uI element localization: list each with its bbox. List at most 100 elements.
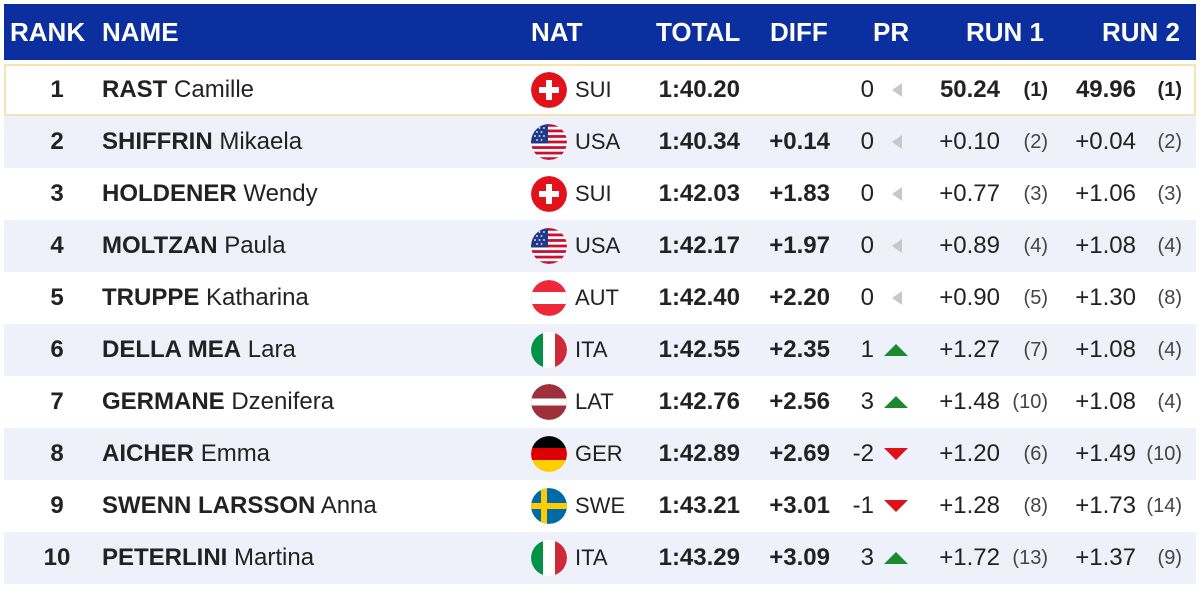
run1-rank: (10) (1012, 391, 1048, 413)
run1-time: +1.27 (939, 336, 1000, 363)
nation-code: USA (575, 129, 621, 154)
total-column-header[interactable]: TOTAL (656, 17, 741, 47)
run2-rank: (4) (1157, 339, 1182, 361)
rank-cell: 2 (50, 128, 64, 155)
athlete-first-name: Emma (200, 440, 271, 467)
run1-rank: (5) (1023, 287, 1048, 309)
trend-same-icon (882, 185, 910, 203)
position-change: 3 (860, 544, 874, 571)
position-change: -2 (852, 440, 874, 467)
run1-rank: (8) (1023, 495, 1048, 517)
table-row[interactable]: 6 DELLA MEA Lara ITA 1:42.55 +2.35 1 +1.27 (7) +… (4, 324, 1196, 376)
table-row[interactable]: 9 SWENN LARSSON Anna SWE 1:43.21 +3.01 -1 +1.2… (4, 480, 1196, 532)
run1-time: +0.10 (939, 128, 1000, 155)
run2-column-header[interactable]: RUN 2 (1102, 17, 1181, 47)
athlete-last-name: TRUPPE (102, 284, 200, 311)
run1-rank: (2) (1023, 131, 1048, 153)
athlete-name[interactable]: SHIFFRIN Mikaela (102, 116, 302, 168)
trend-same-icon (882, 289, 910, 307)
athlete-first-name: Paula (224, 232, 286, 259)
rank-cell: 3 (50, 180, 64, 207)
athlete-name[interactable]: AICHER Emma (102, 428, 270, 480)
run2-rank: (9) (1157, 547, 1182, 569)
athlete-name[interactable]: SWENN LARSSON Anna (102, 480, 377, 532)
ita-flag-icon (531, 332, 567, 368)
position-change: 1 (860, 336, 874, 363)
table-row[interactable]: 7 GERMANE Dzenifera LAT 1:42.76 +2.56 3 +1.48 (… (4, 376, 1196, 428)
run2-rank: (14) (1146, 495, 1182, 517)
athlete-last-name: SWENN LARSSON (102, 492, 316, 519)
position-change: 0 (860, 232, 874, 259)
diff-column-header[interactable]: DIFF (770, 17, 828, 47)
position-change: 0 (860, 284, 874, 311)
table-row[interactable]: 4 MOLTZAN Paula USA 1:42.17 +1.97 0 +0.89 (4) +1… (4, 220, 1196, 272)
table-header: RANK NAME NAT TOTAL DIFF PR RUN 1 RUN 2 (4, 4, 1196, 60)
aut-flag-icon (531, 280, 567, 316)
athlete-name[interactable]: HOLDENER Wendy (102, 168, 318, 220)
athlete-first-name: Wendy (243, 180, 318, 207)
diff-time: +2.20 (769, 284, 830, 311)
run2-rank: (4) (1157, 391, 1182, 413)
total-time: 1:40.20 (658, 76, 740, 103)
athlete-name[interactable]: DELLA MEA Lara (102, 324, 296, 376)
rank-cell: 10 (43, 544, 71, 571)
diff-time: +2.56 (769, 388, 830, 415)
ger-flag-icon (531, 436, 567, 472)
athlete-name[interactable]: RAST Camille (102, 64, 254, 116)
nation-code: ITA (575, 337, 608, 362)
position-change: -1 (852, 492, 874, 519)
run2-rank: (10) (1146, 443, 1182, 465)
rank-cell: 5 (50, 284, 64, 311)
run1-time: +1.48 (939, 388, 1000, 415)
run1-rank: (4) (1023, 235, 1048, 257)
rank-column-header[interactable]: RANK (10, 17, 86, 47)
table-row[interactable]: 1 RAST Camille SUI 1:40.20 0 50.24 (1) 49.96 (1) (4, 64, 1196, 116)
nation-code: ITA (575, 545, 608, 570)
lat-flag-icon (531, 384, 567, 420)
run1-time: +0.77 (939, 180, 1000, 207)
run1-column-header[interactable]: RUN 1 (966, 17, 1045, 47)
rank-cell: 6 (50, 336, 64, 363)
swe-flag-icon (531, 488, 567, 524)
nation-code: USA (575, 233, 621, 258)
athlete-last-name: DELLA MEA (102, 336, 242, 363)
total-time: 1:42.17 (658, 232, 740, 259)
run2-time: +0.04 (1075, 128, 1136, 155)
athlete-first-name: Martina (234, 544, 315, 571)
run1-time: +1.28 (939, 492, 1000, 519)
table-row[interactable]: 10 PETERLINI Martina ITA 1:43.29 +3.09 3 +1.72… (4, 532, 1196, 584)
table-row[interactable]: 3 HOLDENER Wendy SUI 1:42.03 +1.83 0 +0.77 (3) +… (4, 168, 1196, 220)
total-time: 1:42.40 (658, 284, 740, 311)
run1-time: +0.89 (939, 232, 1000, 259)
athlete-first-name: Camille (174, 76, 255, 103)
run2-time: +1.08 (1075, 336, 1136, 363)
run1-time: +1.20 (939, 440, 1000, 467)
rank-cell: 4 (50, 232, 64, 259)
trend-up-icon (882, 549, 910, 567)
table-row[interactable]: 8 AICHER Emma GER 1:42.89 +2.69 -2 +1.20 (6) +1.… (4, 428, 1196, 480)
sui-flag-icon (531, 72, 567, 108)
table-row[interactable]: 2 SHIFFRIN Mikaela USA 1:40.34 +0.14 0 +0.10 (2… (4, 116, 1196, 168)
diff-time: +1.83 (769, 180, 830, 207)
run1-rank: (6) (1023, 443, 1048, 465)
athlete-last-name: SHIFFRIN (102, 128, 213, 155)
athlete-first-name: Katharina (206, 284, 309, 311)
athlete-last-name: GERMANE (102, 388, 225, 415)
run2-rank: (4) (1157, 235, 1182, 257)
pr-column-header[interactable]: PR (873, 17, 910, 47)
table-row[interactable]: 5 TRUPPE Katharina AUT 1:42.40 +2.20 0 +0.90 (5… (4, 272, 1196, 324)
run1-rank: (1) (1023, 79, 1048, 101)
name-column-header[interactable]: NAME (102, 17, 179, 47)
athlete-name[interactable]: TRUPPE Katharina (102, 272, 309, 324)
athlete-last-name: MOLTZAN (102, 232, 218, 259)
trend-same-icon (882, 81, 910, 99)
position-change: 0 (860, 128, 874, 155)
run2-time: +1.49 (1075, 440, 1136, 467)
nat-column-header[interactable]: NAT (531, 17, 583, 47)
diff-time: +0.14 (769, 128, 830, 155)
total-time: 1:43.21 (658, 492, 740, 519)
athlete-name[interactable]: GERMANE Dzenifera (102, 376, 334, 428)
athlete-name[interactable]: PETERLINI Martina (102, 532, 314, 584)
athlete-name[interactable]: MOLTZAN Paula (102, 220, 286, 272)
sui-flag-icon (531, 176, 567, 212)
